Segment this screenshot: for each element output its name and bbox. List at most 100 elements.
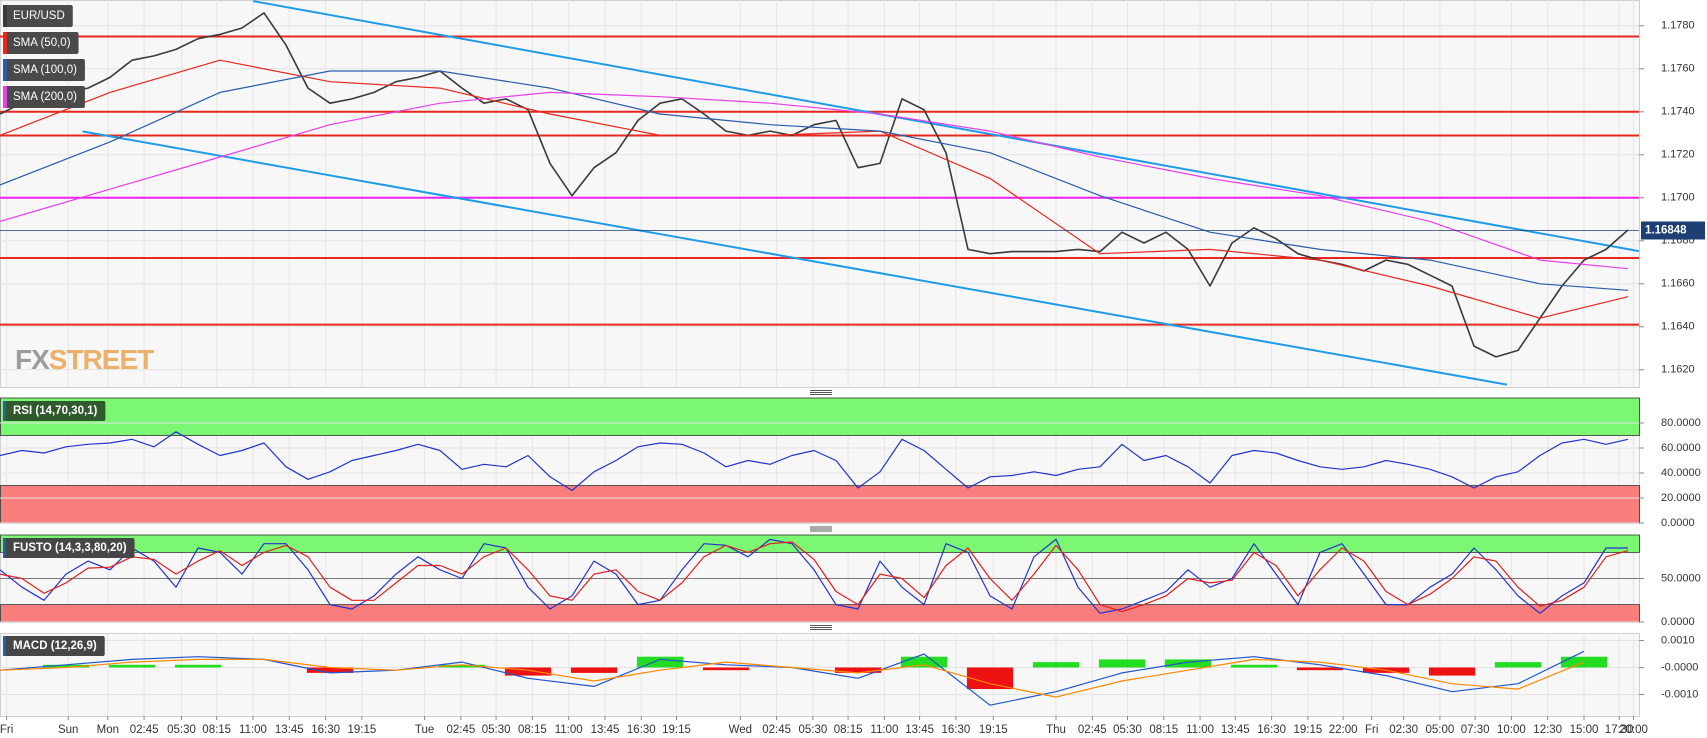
backgrounds	[0, 0, 1640, 717]
histogram-bar	[570, 667, 618, 673]
y-tick-label: 1.1620	[1661, 364, 1695, 376]
panel-background	[0, 633, 1640, 717]
histogram-bar	[174, 664, 222, 668]
y-tick-label: 1.1700	[1661, 192, 1695, 204]
series-line	[0, 658, 1585, 698]
legend-label: SMA (200,0)	[13, 91, 77, 103]
x-tick-label: 08:15	[834, 724, 863, 736]
zone	[0, 534, 1640, 553]
x-tick-label: 02:45	[1078, 724, 1107, 736]
x-tick-label: 10:00	[1497, 724, 1526, 736]
x-tick-label: 16:30	[627, 724, 656, 736]
y-tick-label: 40.0000	[1661, 467, 1701, 479]
legend-box	[3, 86, 85, 108]
series-line	[0, 538, 1628, 614]
panel-title-box	[3, 636, 105, 656]
histogram-bar	[966, 667, 1014, 690]
zone	[0, 485, 1640, 524]
panel-title: FUSTO (14,3,3,80,20)	[13, 542, 127, 554]
histogram-bar	[108, 664, 156, 668]
x-tick-label: 16:30	[311, 724, 340, 736]
y-tick-label: 0.0000	[1661, 517, 1695, 529]
x-tick-label: 20:00	[1619, 724, 1648, 736]
legend-box	[3, 32, 79, 54]
histogram-bar	[702, 667, 750, 671]
y-tick-label: 1.1740	[1661, 106, 1695, 118]
x-tick-label: 02:45	[447, 724, 476, 736]
plot-layer	[0, 0, 1640, 706]
panel-title: MACD (12,26,9)	[13, 640, 97, 652]
x-tick-label: 02:45	[762, 724, 791, 736]
x-tick-label: 05:30	[482, 724, 511, 736]
legend-box	[3, 59, 85, 81]
y-tick-label: 1.1760	[1661, 63, 1695, 75]
x-tick-label: 19:15	[348, 724, 377, 736]
y-tick-label: 0.0010	[1661, 634, 1695, 646]
trend-line	[82, 130, 1508, 386]
histogram-bar	[42, 664, 90, 668]
x-tick-label: 05:30	[167, 724, 196, 736]
x-tick-label: 11:00	[1186, 724, 1214, 736]
x-tick-label: 08:15	[518, 724, 547, 736]
watermark: FXSTREET	[15, 344, 154, 375]
x-tick-label: Fri	[0, 724, 13, 736]
x-tick-label: 15:00	[1570, 724, 1599, 736]
y-tick-label: 1.1640	[1661, 321, 1695, 333]
panel-title-swatch	[3, 538, 6, 558]
x-tick-label: 19:15	[979, 724, 1008, 736]
x-tick-label: Mon	[97, 724, 119, 736]
histogram-bar	[900, 656, 948, 668]
legend-swatch	[3, 86, 7, 108]
x-tick-label: Sun	[58, 724, 78, 736]
panel-background	[0, 0, 1640, 388]
x-tick-label: 13:45	[591, 724, 620, 736]
zone	[0, 604, 1640, 623]
x-tick-label: 16:30	[1257, 724, 1286, 736]
x-tick-label: 22:00	[1329, 724, 1358, 736]
panel-title-swatch	[3, 401, 6, 421]
zone	[0, 397, 1640, 436]
x-tick-label: 13:45	[275, 724, 304, 736]
last-price-label: 1.16848	[1645, 225, 1687, 237]
x-tick-label: 11:00	[870, 724, 898, 736]
legend-label: SMA (100,0)	[13, 64, 77, 76]
histogram-bar	[636, 656, 684, 668]
y-tick-label: 20.0000	[1661, 492, 1701, 504]
panel-title-box	[3, 538, 135, 558]
histogram-bar	[1296, 667, 1344, 671]
histogram-bar	[504, 667, 552, 676]
histogram-bar	[1098, 659, 1146, 668]
histogram-bar	[1428, 667, 1476, 676]
series-line	[0, 541, 1629, 613]
x-tick-label: Fri	[1365, 724, 1378, 736]
x-tick-label: 19:15	[662, 724, 691, 736]
x-tick-label: 02:45	[130, 724, 159, 736]
y-tick-label: 1.1660	[1661, 278, 1695, 290]
x-tick-label: 11:00	[239, 724, 267, 736]
legend-label: EUR/USD	[13, 10, 65, 22]
x-tick-label: 13:45	[905, 724, 934, 736]
legend-box	[3, 5, 73, 27]
legend-swatch	[3, 59, 7, 81]
y-tick-label: -0.0000	[1661, 661, 1698, 673]
watermark-street: STREET	[49, 344, 154, 375]
x-tick-label: 08:15	[202, 724, 231, 736]
series-line	[0, 431, 1629, 492]
x-tick-label: 05:30	[799, 724, 828, 736]
panel-title: RSI (14,70,30,1)	[13, 405, 98, 417]
series-line	[0, 70, 1629, 291]
x-tick-label: Wed	[729, 724, 752, 736]
x-tick-label: 11:00	[555, 724, 583, 736]
x-tick-label: 05:30	[1113, 724, 1142, 736]
x-tick-label: Thu	[1046, 724, 1066, 736]
histogram-bar	[1032, 662, 1080, 668]
x-tick-label: 08:15	[1149, 724, 1178, 736]
x-tick-label: 13:45	[1221, 724, 1250, 736]
x-tick-label: 05:00	[1426, 724, 1455, 736]
trend-line	[252, 0, 1640, 253]
y-tick-label: 1.1720	[1661, 149, 1695, 161]
x-tick-label: 07:30	[1461, 724, 1490, 736]
labels-layer: 1.16201.16401.16601.16801.17001.17201.17…	[0, 5, 1705, 736]
legend-swatch	[3, 5, 7, 27]
